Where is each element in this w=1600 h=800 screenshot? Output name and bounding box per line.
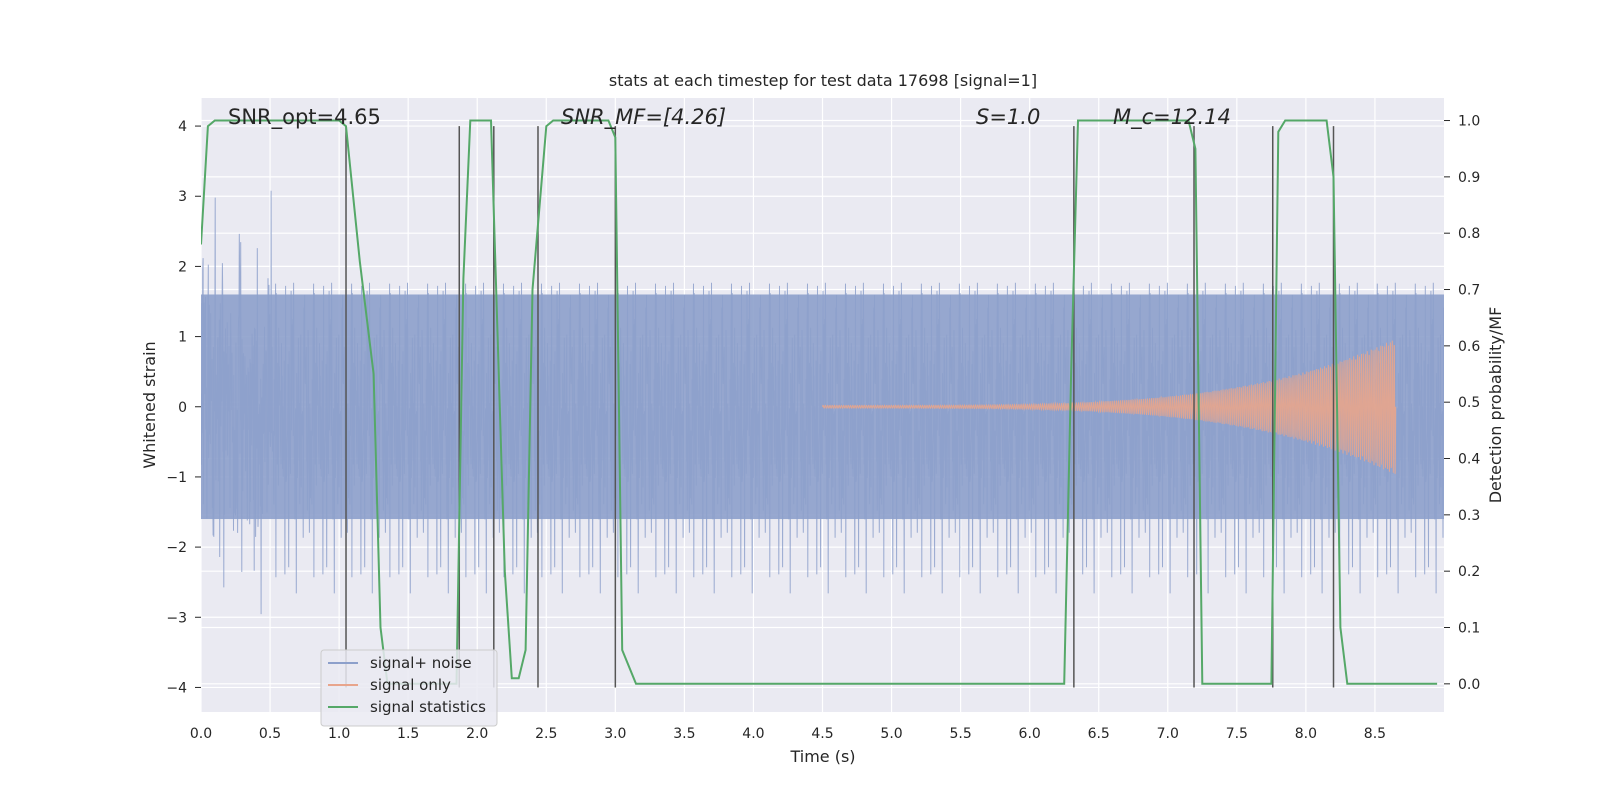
y-tick-label: 3 <box>178 189 187 205</box>
x-tick-label: 3.5 <box>673 726 695 742</box>
x-tick-label: 4.0 <box>742 726 764 742</box>
chart-title: stats at each timestep for test data 176… <box>609 71 1037 90</box>
y-tick-label: −4 <box>166 680 187 696</box>
x-tick-label: 7.5 <box>1226 726 1248 742</box>
y2-tick-label: 0.9 <box>1458 170 1480 186</box>
x-tick-label: 6.5 <box>1088 726 1110 742</box>
y2-tick-label: 1.0 <box>1458 114 1480 130</box>
y2-tick-label: 0.2 <box>1458 564 1480 580</box>
x-tick-label: 8.5 <box>1364 726 1386 742</box>
y2-tick-label: 0.7 <box>1458 283 1480 299</box>
y-tick-label: 0 <box>178 400 187 416</box>
x-tick-label: 5.5 <box>949 726 971 742</box>
x-axis-ticks: 0.0 0.5 1.0 1.5 2.0 2.5 3.0 3.5 4.0 4.5 5.0 5.5 6.0 6… <box>190 726 1386 742</box>
y-tick-label: −1 <box>166 470 187 486</box>
statistics-line <box>201 119 1438 685</box>
x-tick-label: 0.5 <box>259 726 281 742</box>
annotations: SNR_opt=4.65 SNR_MF=[4.26] S=1.0 M_c=12.… <box>228 105 1231 130</box>
y-tick-label: 1 <box>178 330 187 346</box>
x-tick-label: 2.0 <box>466 726 488 742</box>
annotation-s: S=1.0 <box>976 105 1040 129</box>
annotation-snr-opt: SNR_opt=4.65 <box>228 105 381 130</box>
x-tick-label: 0.0 <box>190 726 212 742</box>
signal-only-line <box>822 340 1397 474</box>
x-tick-label: 1.5 <box>397 726 419 742</box>
y-tick-label: 2 <box>178 259 187 275</box>
x-axis-label: Time (s) <box>789 747 855 766</box>
y2-axis-ticks: 1.0 0.9 0.8 0.7 0.6 0.5 0.4 0.3 0.2 0.1 0.0 <box>1444 114 1480 693</box>
y-axis-label: Whitened strain <box>140 341 159 468</box>
x-tick-label: 3.0 <box>604 726 626 742</box>
x-tick-label: 4.5 <box>811 726 833 742</box>
legend-box <box>320 649 498 727</box>
legend-label-noise: signal+ noise <box>370 654 472 672</box>
annotation-mc: M_c=12.14 <box>1113 105 1231 130</box>
y2-tick-label: 0.1 <box>1458 621 1480 637</box>
x-tick-label: 8.0 <box>1295 726 1317 742</box>
x-tick-label: 2.5 <box>535 726 557 742</box>
x-tick-label: 6.0 <box>1019 726 1041 742</box>
legend-label-signal: signal only <box>370 676 451 694</box>
x-tick-label: 7.0 <box>1157 726 1179 742</box>
y2-tick-label: 0.3 <box>1458 508 1480 524</box>
y-tick-label: −3 <box>166 610 187 626</box>
y2-tick-label: 0.8 <box>1458 226 1480 242</box>
y2-tick-label: 0.5 <box>1458 395 1480 411</box>
y2-axis-label: Detection probability/MF <box>1486 307 1505 504</box>
signal-only-series <box>822 340 1397 474</box>
y-tick-label: 4 <box>178 119 187 135</box>
x-tick-label: 1.0 <box>328 726 350 742</box>
y2-tick-label: 0.6 <box>1458 339 1480 355</box>
x-tick-label: 5.0 <box>880 726 902 742</box>
y2-tick-label: 0.4 <box>1458 452 1480 468</box>
annotation-snr-mf: SNR_MF=[4.26] <box>561 105 726 130</box>
statistics-series <box>201 119 1438 685</box>
y-tick-label: −2 <box>166 540 187 556</box>
y-axis-ticks: 4 3 2 1 0 −1 −2 −3 −4 <box>166 119 201 696</box>
legend: signal+ noise signal only signal statist… <box>320 649 498 727</box>
y2-tick-label: 0.0 <box>1458 677 1480 693</box>
legend-label-stats: signal statistics <box>370 698 486 716</box>
